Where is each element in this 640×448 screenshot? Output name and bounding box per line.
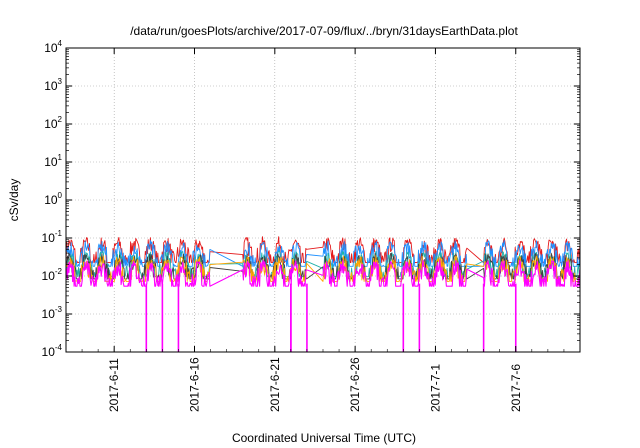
x-tick-label: 2017-7-1 <box>428 364 442 412</box>
y-tick-label: 10-3 <box>42 305 63 321</box>
series-line <box>65 259 581 287</box>
x-tick-label: 2017-6-11 <box>107 358 121 412</box>
y-tick-label: 101 <box>44 153 62 169</box>
x-axis-label: Coordinated Universal Time (UTC) <box>232 431 416 445</box>
y-tick-label: 10-1 <box>42 229 63 245</box>
y-tick-label: 100 <box>44 191 62 207</box>
y-axis: 10-4 10-3 10-2 10-1 100 101 102 103 104 <box>42 39 580 359</box>
plot-frame <box>65 47 581 353</box>
y-tick-label: 10-2 <box>42 267 63 283</box>
x-tick-label: 2017-7-6 <box>509 364 523 412</box>
y-tick-label: 102 <box>44 115 62 131</box>
series-trace <box>65 259 581 287</box>
y-tick-label: 10-4 <box>42 343 63 359</box>
y-axis-label: cSv/day <box>7 179 21 222</box>
x-tick-label: 2017-6-26 <box>348 357 362 412</box>
chart-title: /data/run/goesPlots/archive/2017-07-09/f… <box>130 24 518 38</box>
y-tick-label: 104 <box>44 39 62 55</box>
series-group <box>65 236 581 352</box>
x-axis: 2017-6-11 2017-6-16 2017-6-21 2017-6-26 2017… <box>65 48 581 412</box>
x-tick-label: 2017-6-21 <box>268 357 282 412</box>
y-tick-label: 103 <box>44 77 62 93</box>
x-tick-label: 2017-6-16 <box>188 357 202 412</box>
grid <box>66 47 580 353</box>
